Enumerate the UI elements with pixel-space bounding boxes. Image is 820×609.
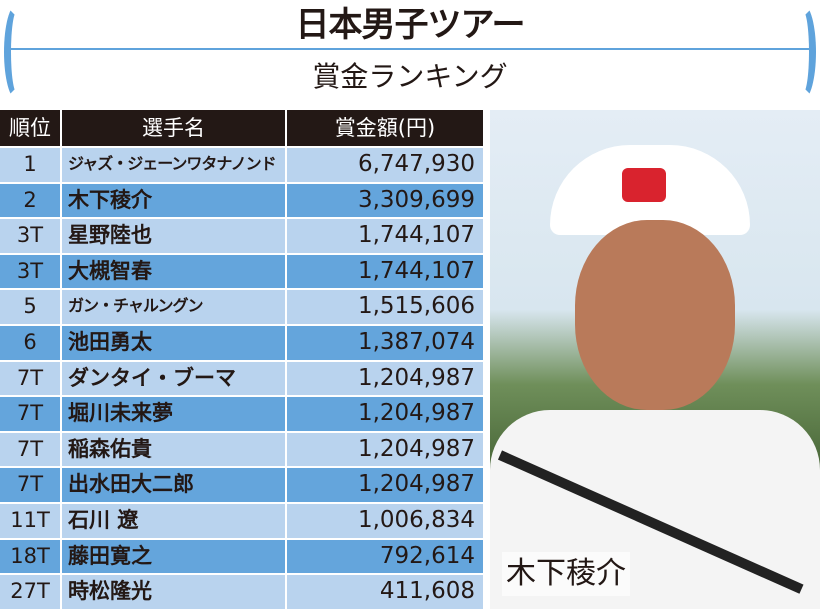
- rank-cell: 1: [0, 148, 62, 182]
- rank-cell: 11T: [0, 503, 62, 538]
- rank-cell: 7T: [0, 432, 62, 467]
- rank-cell: 7T: [0, 361, 62, 396]
- right-bracket-decoration: [790, 4, 816, 100]
- prize-amount-cell: 3,309,699: [357, 186, 475, 213]
- player-name-cell: 藤田寛之: [62, 539, 287, 574]
- ranking-table: 順位 選手名 賞金額(円) 1 ジャズ・ジェーンワタナノンド 6,747,930 2 木…: [0, 110, 483, 609]
- prize-amount-cell: 1,204,987: [357, 435, 475, 462]
- rank-cell: 6: [0, 325, 62, 360]
- table-row: 7T 堀川未来夢 1,204,987: [0, 395, 483, 431]
- prize-amount-cell: 6,747,930: [357, 151, 475, 177]
- player-name-cell: ダンタイ・ブーマ: [62, 361, 287, 396]
- rank-cell: 3T: [0, 254, 62, 289]
- prize-amount-cell: 1,744,107: [357, 222, 475, 249]
- table-header-row: 順位 選手名 賞金額(円): [0, 110, 483, 146]
- player-name-cell: 堀川未来夢: [62, 397, 287, 431]
- prize-amount-cell: 1,387,074: [357, 328, 475, 355]
- table-row: 11T 石川 遼 1,006,834: [0, 501, 483, 538]
- table-row: 5 ガン・チャルングン 1,515,606: [0, 288, 483, 324]
- title-divider: [10, 48, 810, 50]
- table-row: 6 池田勇太 1,387,074: [0, 323, 483, 360]
- table-row: 7T 稲森佑貴 1,204,987: [0, 430, 483, 467]
- rank-cell: 7T: [0, 397, 62, 431]
- player-photo: [490, 110, 820, 609]
- column-header-amount: 賞金額(円): [334, 116, 436, 140]
- column-header-rank: 順位: [0, 110, 62, 146]
- prize-amount-cell: 1,204,987: [357, 400, 475, 427]
- table-row: 18T 藤田寛之 792,614: [0, 537, 483, 574]
- table-row: 3T 星野陸也 1,744,107: [0, 217, 483, 253]
- column-header-name: 選手名: [62, 110, 287, 146]
- prize-amount-cell: 792,614: [379, 542, 475, 569]
- player-name-cell: ジャズ・ジェーンワタナノンド: [62, 148, 287, 182]
- prize-amount-cell: 1,204,987: [357, 471, 475, 498]
- player-name-cell: 出水田大二郎: [62, 468, 287, 502]
- player-name-cell: 時松隆光: [62, 575, 287, 609]
- prize-amount-cell: 1,744,107: [357, 257, 475, 284]
- left-bracket-decoration: [4, 4, 30, 100]
- table-row: 7T ダンタイ・ブーマ 1,204,987: [0, 359, 483, 396]
- player-name-cell: 石川 遼: [62, 503, 287, 538]
- rank-cell: 3T: [0, 219, 62, 253]
- rank-cell: 2: [0, 183, 62, 218]
- rank-cell: 27T: [0, 575, 62, 609]
- table-row: 27T 時松隆光 411,608: [0, 573, 483, 609]
- face: [575, 220, 735, 410]
- player-name-cell: 池田勇太: [62, 325, 287, 360]
- table-row: 3T 大槻智春 1,744,107: [0, 252, 483, 289]
- player-name-cell: 大槻智春: [62, 254, 287, 289]
- prize-amount-cell: 1,006,834: [357, 506, 475, 533]
- prize-amount-cell: 1,515,606: [357, 293, 475, 320]
- page-title: 日本男子ツアー: [295, 5, 526, 45]
- photo-caption: 木下稜介: [502, 552, 630, 596]
- player-name-cell: 稲森佑貴: [62, 432, 287, 467]
- prize-amount-cell: 1,204,987: [357, 364, 475, 391]
- table-row: 2 木下稜介 3,309,699: [0, 181, 483, 218]
- prize-amount-cell: 411,608: [379, 578, 475, 605]
- player-name-cell: 星野陸也: [62, 219, 287, 253]
- page-subtitle: 賞金ランキング: [312, 60, 508, 93]
- rank-cell: 18T: [0, 539, 62, 574]
- table-row: 1 ジャズ・ジェーンワタナノンド 6,747,930: [0, 146, 483, 182]
- player-name-cell: ガン・チャルングン: [62, 290, 287, 324]
- table-row: 7T 出水田大二郎 1,204,987: [0, 466, 483, 502]
- cap-logo-icon: [622, 168, 666, 202]
- player-name-cell: 木下稜介: [62, 183, 287, 218]
- rank-cell: 7T: [0, 468, 62, 502]
- rank-cell: 5: [0, 290, 62, 324]
